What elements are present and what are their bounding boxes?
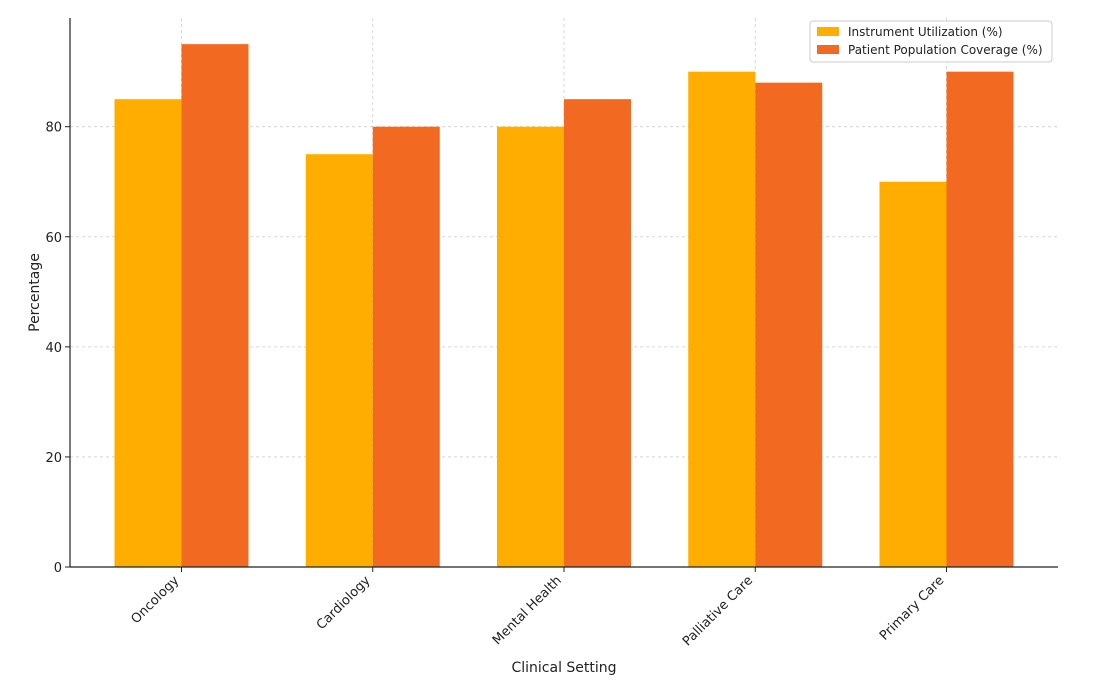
legend-swatch (817, 45, 839, 54)
x-tick-label: Mental Health (490, 573, 565, 648)
y-tick-label: 80 (45, 121, 62, 136)
legend-label: Patient Population Coverage (%) (848, 43, 1043, 57)
y-tick-label: 60 (45, 231, 62, 246)
y-tick-labels: 0 20 40 60 80 (45, 121, 70, 576)
y-tick-label: 20 (45, 451, 62, 466)
x-tick-labels: Oncology Cardiology Mental Health Palliativ… (129, 567, 947, 649)
legend: Instrument Utilization (%) Patient Popula… (809, 20, 1053, 63)
bars-group (114, 44, 1014, 567)
y-axis-label: Percentage (27, 253, 43, 332)
x-tick-label: Primary Care (877, 573, 947, 643)
bar-patient-population-coverage (564, 99, 631, 567)
x-tick-label: Palliative Care (680, 573, 756, 649)
x-axis-label: Clinical Setting (511, 660, 616, 676)
bar-patient-population-coverage (372, 126, 440, 567)
bar-instrument-utilization (114, 99, 182, 567)
bar-instrument-utilization (879, 181, 947, 567)
legend-swatch (817, 27, 839, 36)
bar-instrument-utilization (305, 154, 373, 567)
y-tick-label: 0 (54, 561, 62, 576)
x-tick-label: Oncology (129, 573, 183, 627)
bar-instrument-utilization (688, 71, 756, 567)
x-tick-label: Cardiology (314, 573, 374, 633)
legend-label: Instrument Utilization (%) (848, 25, 1003, 39)
legend-frame (809, 20, 1053, 63)
y-tick-label: 40 (45, 341, 62, 356)
bar-instrument-utilization (497, 126, 564, 567)
bar-patient-population-coverage (946, 71, 1014, 567)
bar-patient-population-coverage (755, 82, 823, 567)
bar-patient-population-coverage (181, 44, 249, 567)
